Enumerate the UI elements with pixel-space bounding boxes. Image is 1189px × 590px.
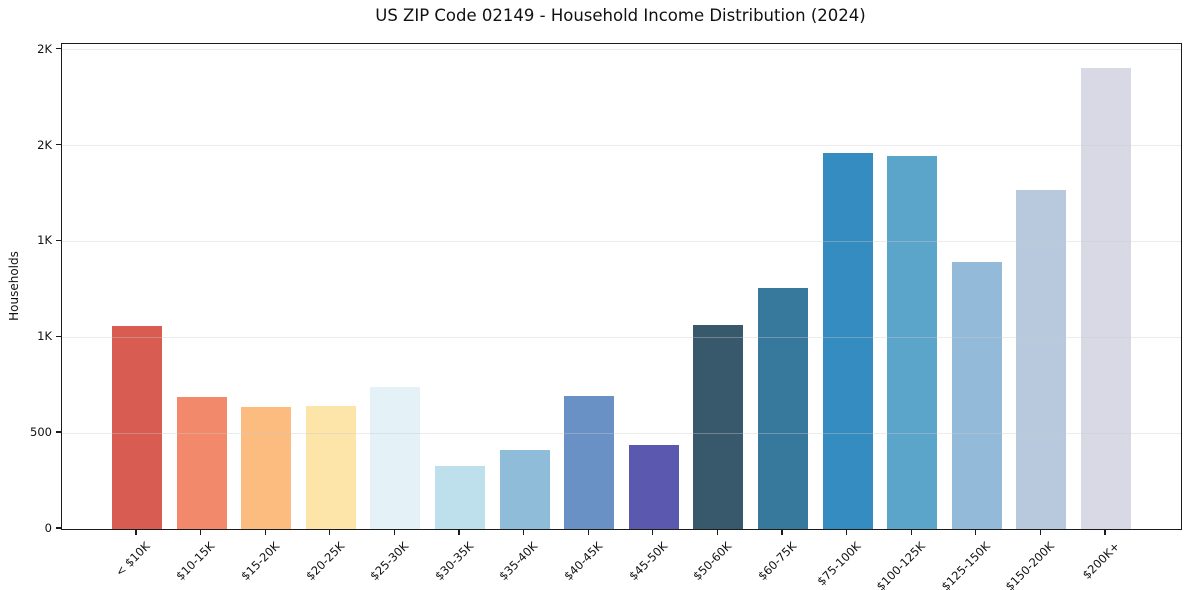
bar-10-15k bbox=[176, 396, 227, 529]
bar-15-20k bbox=[241, 407, 292, 529]
bar-125-150k bbox=[951, 261, 1002, 529]
x-tick-mark bbox=[135, 529, 137, 535]
x-tick-label: $200K+ bbox=[1079, 539, 1122, 582]
x-tick-label: $25-30K bbox=[367, 539, 412, 584]
y-tick-mark bbox=[56, 335, 61, 337]
chart-title: US ZIP Code 02149 - Household Income Dis… bbox=[375, 6, 866, 25]
y-tick-mark bbox=[56, 431, 61, 433]
x-tick-label: $30-35K bbox=[431, 539, 476, 584]
x-tick-mark bbox=[264, 529, 266, 535]
x-tick-mark bbox=[329, 529, 331, 535]
x-tick-mark bbox=[1104, 529, 1106, 535]
y-tick-mark bbox=[56, 527, 61, 529]
plot-area bbox=[61, 43, 1182, 530]
x-tick-mark bbox=[1039, 529, 1042, 535]
gridline bbox=[62, 49, 1181, 51]
y-tick-label: 2K bbox=[37, 137, 52, 152]
bar-150-200k bbox=[1016, 189, 1067, 529]
y-tick-mark bbox=[56, 143, 61, 146]
x-tick-mark bbox=[845, 529, 848, 535]
y-tick-label: 2K bbox=[37, 41, 52, 56]
bar-50-60k bbox=[693, 324, 744, 529]
y-axis-label: Households bbox=[7, 251, 21, 321]
x-tick-mark bbox=[975, 529, 977, 535]
bar-10k bbox=[112, 325, 162, 529]
gridline bbox=[62, 240, 1181, 242]
x-tick-mark bbox=[393, 529, 396, 535]
x-tick-mark bbox=[199, 529, 202, 535]
bar-20-25k bbox=[305, 406, 356, 529]
x-tick-label: $40-45K bbox=[561, 539, 606, 584]
x-tick-mark bbox=[587, 529, 589, 535]
x-tick-label: $20-25K bbox=[302, 539, 347, 584]
bar-30-35k bbox=[435, 465, 485, 529]
x-tick-label: $60-75K bbox=[754, 539, 799, 584]
x-tick-label: $150-200K bbox=[1002, 539, 1058, 590]
y-tick-label: 0 bbox=[44, 521, 52, 535]
y-tick-label: 1K bbox=[37, 329, 52, 344]
x-tick-label: $100-125K bbox=[873, 539, 929, 590]
y-tick-mark bbox=[56, 239, 61, 242]
x-tick-label: $35-40K bbox=[496, 539, 541, 584]
gridline bbox=[62, 145, 1181, 147]
x-tick-mark bbox=[781, 529, 783, 535]
bar-35-40k bbox=[499, 450, 550, 529]
x-tick-mark bbox=[910, 529, 912, 535]
x-tick-label: $45-50K bbox=[625, 539, 670, 584]
bar-200k bbox=[1081, 67, 1131, 529]
x-tick-label: $50-60K bbox=[690, 539, 735, 584]
x-tick-label: $15-20K bbox=[238, 539, 283, 584]
y-tick-mark bbox=[56, 48, 61, 50]
x-tick-mark bbox=[458, 529, 460, 535]
x-tick-label: $75-100K bbox=[814, 539, 864, 589]
gridline bbox=[62, 336, 1181, 338]
gridline bbox=[62, 432, 1181, 434]
x-tick-label: $125-150K bbox=[938, 539, 993, 590]
x-tick-mark bbox=[652, 529, 654, 535]
y-tick-label: 1K bbox=[37, 233, 52, 248]
bar-40-45k bbox=[564, 395, 615, 529]
bar-75-100k bbox=[822, 153, 873, 529]
bar-25-30k bbox=[370, 387, 421, 529]
x-tick-label: $10-15K bbox=[173, 539, 218, 584]
y-tick-label: 500 bbox=[30, 425, 52, 440]
bar-60-75k bbox=[758, 288, 808, 529]
x-tick-label: < $10K bbox=[112, 539, 153, 580]
x-tick-mark bbox=[716, 529, 719, 535]
x-tick-mark bbox=[522, 529, 525, 535]
bar-100-125k bbox=[887, 156, 938, 529]
bar-45-50k bbox=[628, 444, 679, 529]
